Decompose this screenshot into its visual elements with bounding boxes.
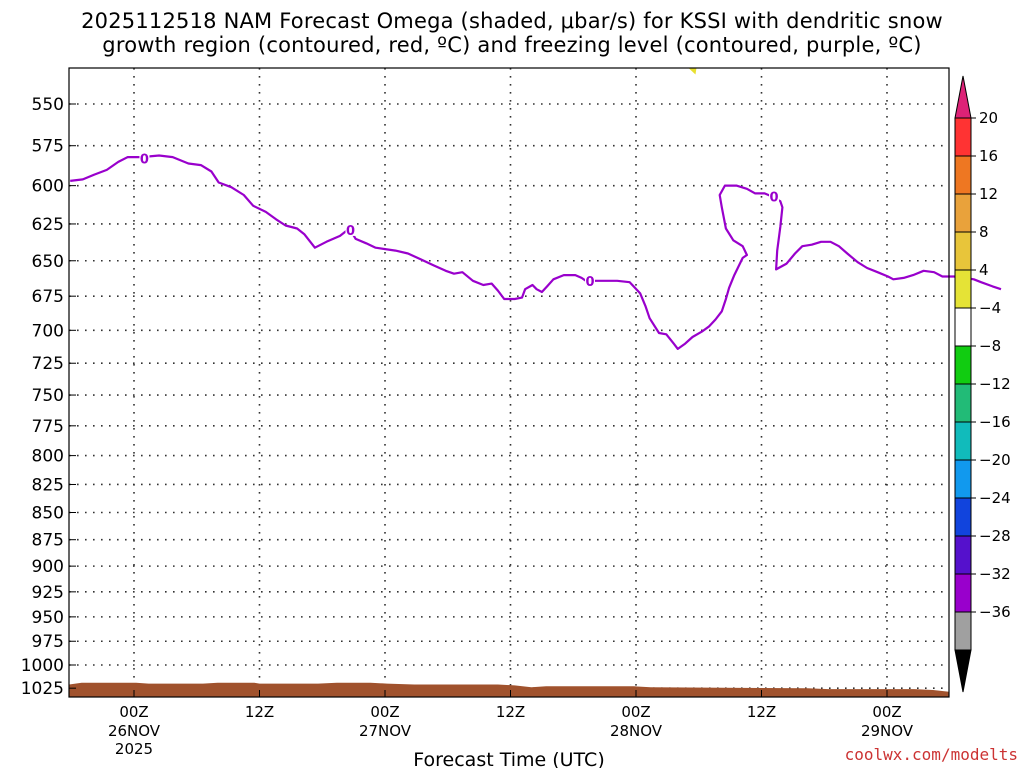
y-tick-label: 925 [32,583,64,603]
omega-shade-blip [688,68,697,75]
x-tick-time: 00Z [370,703,399,721]
y-tick-label: 675 [32,287,64,307]
colorbar-swatch [954,307,972,347]
freezing-level-label: 0 [140,153,149,168]
y-tick-label: 575 [32,137,64,157]
colorbar-label: −36 [979,603,1011,621]
colorbar-label: −24 [979,489,1011,507]
contour-label-bg [345,222,356,236]
x-tick-year: 2025 [115,740,153,758]
terrain [69,682,949,697]
freezing-level-label: 0 [346,224,355,239]
y-tick-label: 625 [32,215,64,235]
x-tick-time: 00Z [119,703,148,721]
x-tick-time: 12Z [496,703,525,721]
x-tick-time: 00Z [621,703,650,721]
colorbar-swatch [954,155,972,195]
colorbar-label: −8 [979,337,1001,355]
colorbar-label: −12 [979,375,1011,393]
colorbar-swatch [954,573,972,613]
y-tick-label: 825 [32,475,64,495]
colorbar: 20 16 12 8 4 −4 −8 −12 −16 −20 −24 −28 −32 −36 [954,75,1011,693]
y-tick-label: 975 [32,632,64,652]
plot-border [68,67,950,698]
credit-text: coolwx.com/modelts [845,745,1018,764]
colorbar-label: 20 [979,109,998,127]
colorbar-label: −20 [979,451,1011,469]
colorbar-label: 12 [979,185,998,203]
colorbar-label: 16 [979,147,998,165]
y-tick-label: 850 [32,503,64,523]
x-tick-date: 27NOV [359,722,412,740]
x-tick-date: 29NOV [861,722,914,740]
plot-frame [68,67,950,698]
y-tick-label: 1000 [21,656,64,676]
y-tick-label: 550 [32,95,64,115]
x-tick-time: 12Z [747,703,776,721]
terrain-fill [69,682,949,697]
y-tick-label: 700 [32,321,64,341]
freezing-level-line [70,154,1002,350]
colorbar-swatch [954,269,972,309]
colorbar-swatch [954,231,972,271]
colorbar-label: −16 [979,413,1011,431]
freezing-level-label: 0 [770,191,779,206]
x-tick-time: 12Z [245,703,274,721]
colorbar-swatch [954,421,972,461]
plot-area [69,68,949,697]
x-tick-time: 00Z [872,703,901,721]
colorbar-label: −4 [979,299,1001,317]
contour-label-bg [584,273,595,287]
colorbar-bottom-arrow [954,649,972,693]
contour-label-bg [139,151,150,165]
y-tick-label: 725 [32,354,64,374]
y-axis-ticks: 550 575 600 625 650 675 700 725 750 775 800 825 850 8… [21,95,76,699]
y-tick-label: 950 [32,608,64,628]
y-tick-label: 750 [32,386,64,406]
contour-label-bg [769,189,780,203]
colorbar-swatch [954,383,972,423]
colorbar-swatch [954,497,972,537]
x-tick-date: 28NOV [610,722,663,740]
x-tick-date: 26NOV [108,722,161,740]
colorbar-swatch [954,459,972,499]
colorbar-label: −28 [979,527,1011,545]
chart-title-line-1: 2025112518 NAM Forecast Omega (shaded, μ… [81,9,943,33]
y-tick-label: 800 [32,447,64,467]
colorbar-swatch [954,117,972,157]
colorbar-swatch [954,193,972,233]
y-tick-label: 875 [32,531,64,551]
freezing-level-label: 0 [585,275,594,290]
chart-plot-background [69,68,949,697]
y-tick-label: 650 [32,252,64,272]
y-tick-label: 900 [32,557,64,577]
omega-shading [688,68,697,75]
y-tick-label: 600 [32,177,64,197]
freezing-level-contour: 0 0 0 0 [70,151,1002,350]
colorbar-swatch [954,345,972,385]
chart-title-line-2: growth region (contoured, red, ºC) and f… [102,33,922,57]
y-tick-label: 775 [32,417,64,437]
colorbar-swatch [954,611,972,651]
colorbar-label: 4 [979,261,989,279]
colorbar-swatch [954,535,972,575]
x-axis-label: Forecast Time (UTC) [413,749,604,768]
colorbar-label: −32 [979,565,1011,583]
y-tick-label: 1025 [21,679,64,699]
colorbar-top-arrow [954,75,972,119]
colorbar-label: 8 [979,223,989,241]
